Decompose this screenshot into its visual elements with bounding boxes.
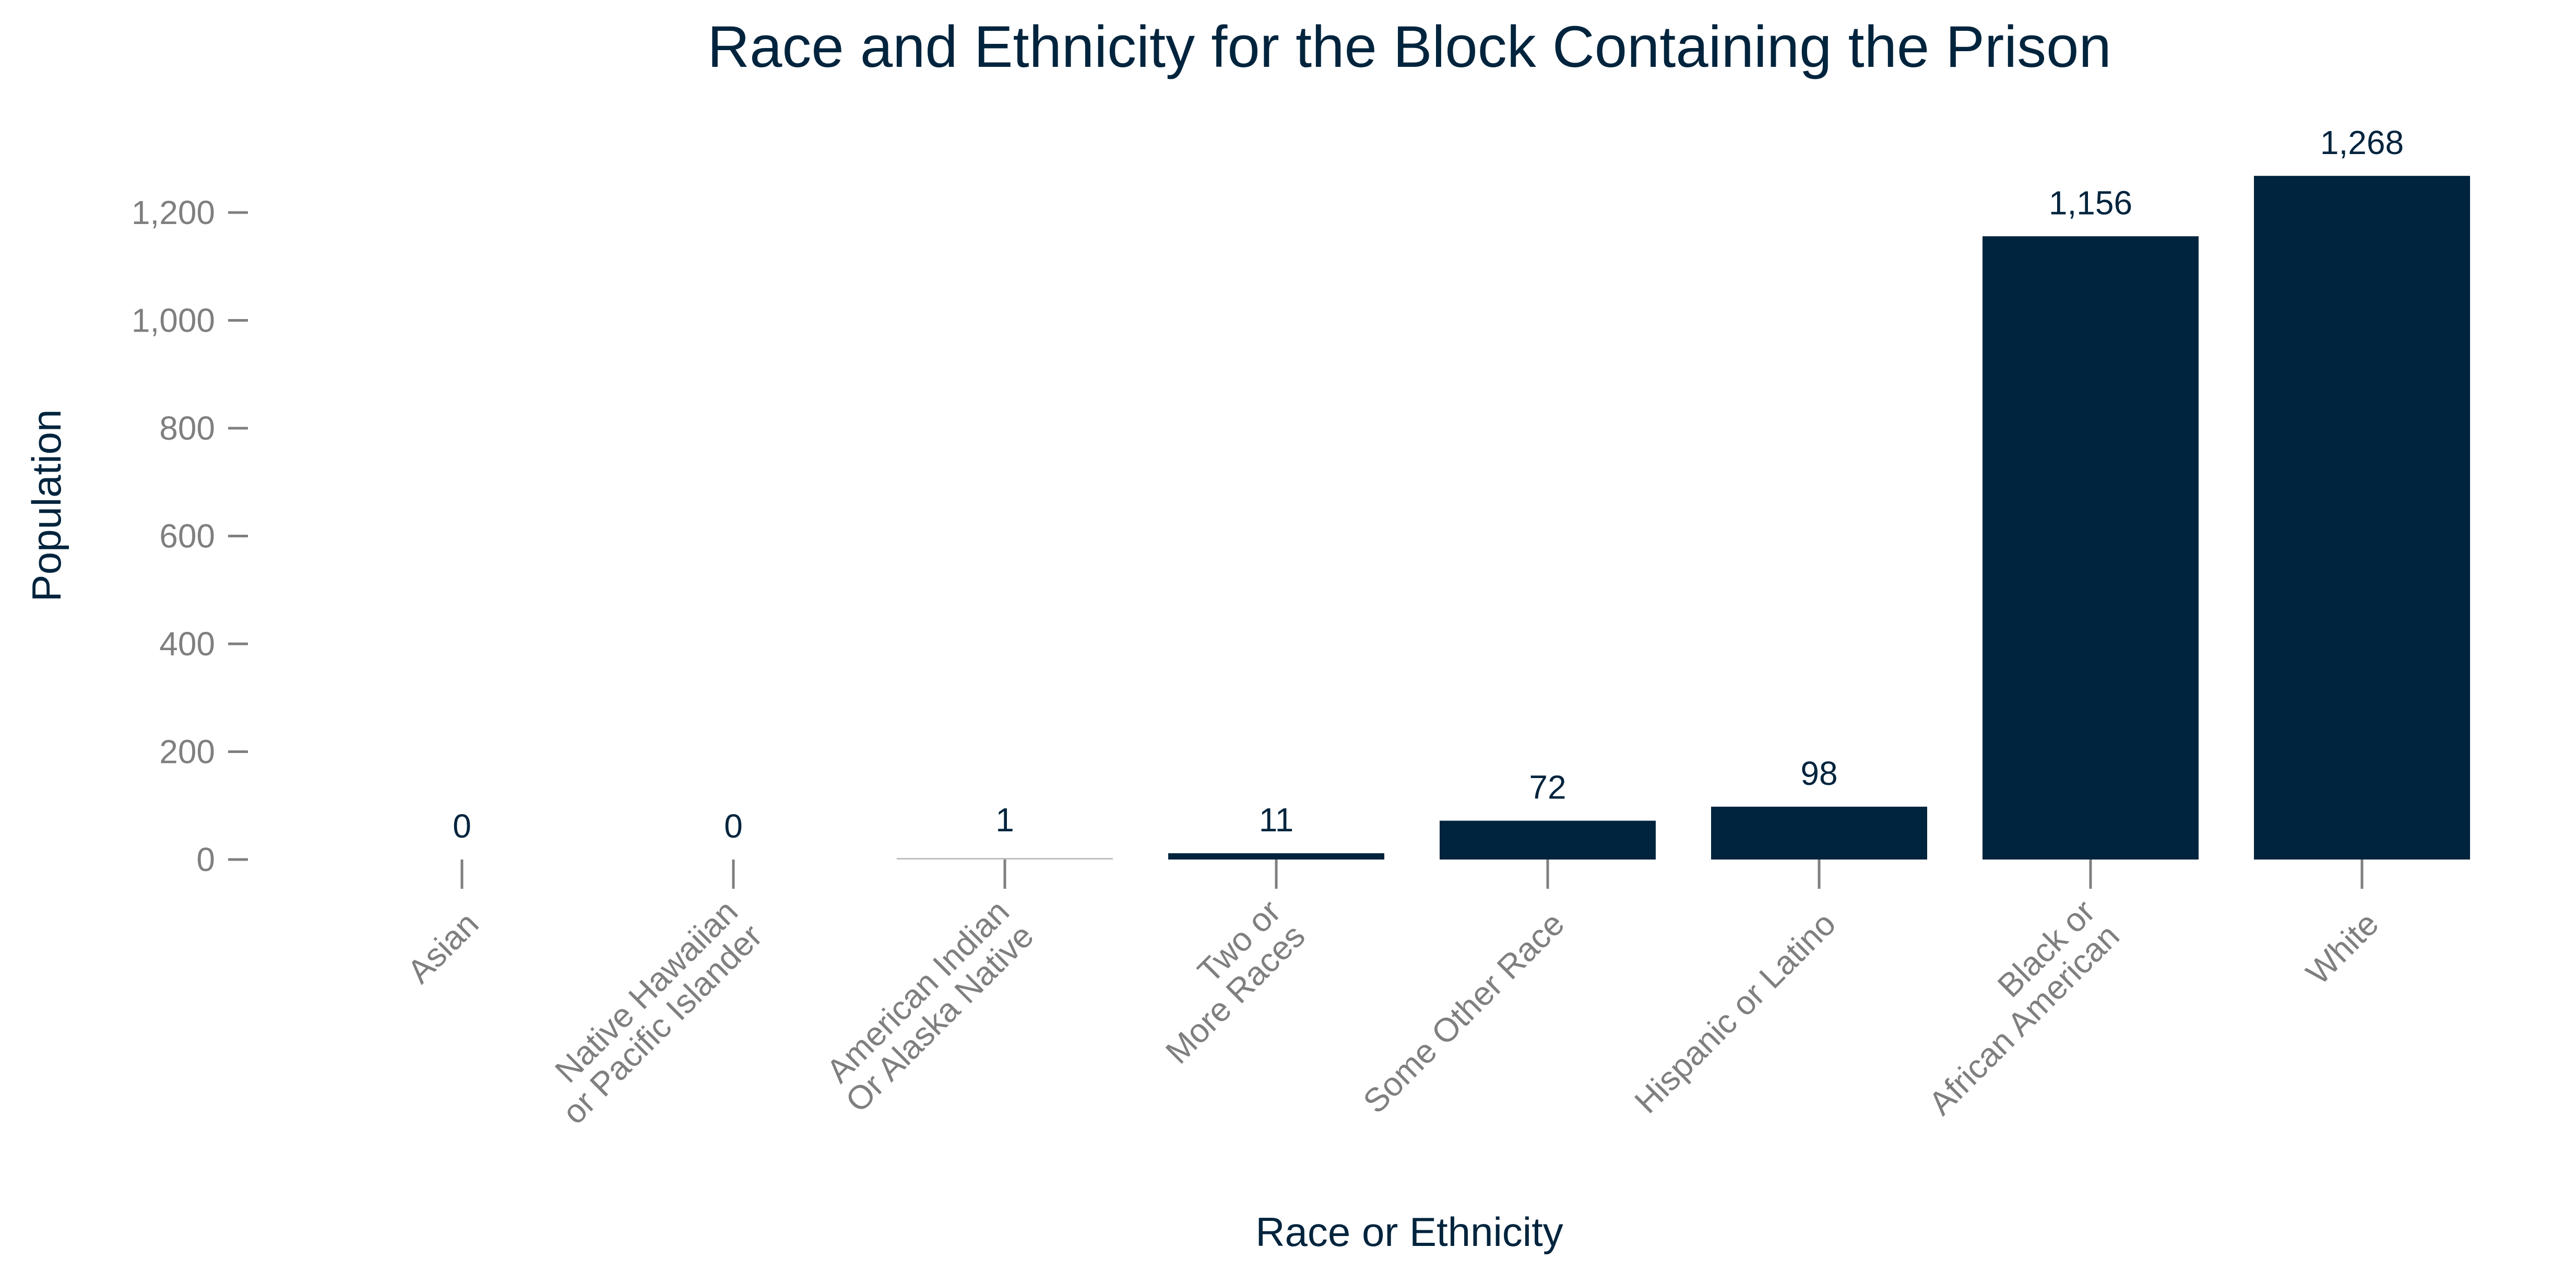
- x-category-label-line: Asian: [400, 905, 485, 991]
- x-category-label-line: Hispanic or Latino: [1627, 905, 1843, 1121]
- bar: [1983, 236, 2199, 860]
- x-category-label: Hispanic or Latino: [1627, 905, 1843, 1121]
- bar: [1168, 853, 1384, 860]
- bar-value-label: 1: [995, 801, 1014, 839]
- y-tick-label: 0: [196, 841, 215, 878]
- bar: [897, 858, 1113, 860]
- bar-value-label: 0: [724, 807, 743, 845]
- bar-value-label: 1,268: [2320, 124, 2404, 161]
- bar-value-label: 98: [1800, 755, 1837, 792]
- x-axis-label: Race or Ethnicity: [1255, 1209, 1563, 1255]
- y-tick-label: 400: [159, 625, 215, 663]
- y-tick-label: 200: [159, 733, 215, 771]
- y-tick-label: 600: [159, 517, 215, 555]
- y-axis-label: Population: [23, 409, 69, 602]
- bar: [1711, 806, 1927, 860]
- x-category-label: White: [2299, 905, 2386, 992]
- bar: [1440, 820, 1656, 860]
- chart-title: Race and Ethnicity for the Block Contain…: [707, 14, 2111, 79]
- bar-value-label: 1,156: [2049, 184, 2132, 221]
- bars: [897, 175, 2470, 860]
- y-tick-label: 1,200: [132, 194, 215, 231]
- bar-value-label: 72: [1529, 769, 1566, 806]
- y-tick-label: 800: [159, 409, 215, 447]
- x-category-label-line: White: [2299, 905, 2386, 992]
- bar: [2254, 175, 2470, 860]
- x-category-label-line: Some Other Race: [1356, 905, 1571, 1121]
- x-axis-ticks: [460, 860, 2364, 889]
- y-tick-label: 1,000: [132, 302, 215, 339]
- y-axis: 0 200 400 600 800 1,000 1,200: [132, 194, 248, 878]
- x-category-label: Some Other Race: [1356, 905, 1571, 1121]
- bar-value-label: 11: [1259, 801, 1293, 839]
- bar-value-label: 0: [453, 807, 471, 845]
- x-category-label: Asian: [400, 905, 485, 991]
